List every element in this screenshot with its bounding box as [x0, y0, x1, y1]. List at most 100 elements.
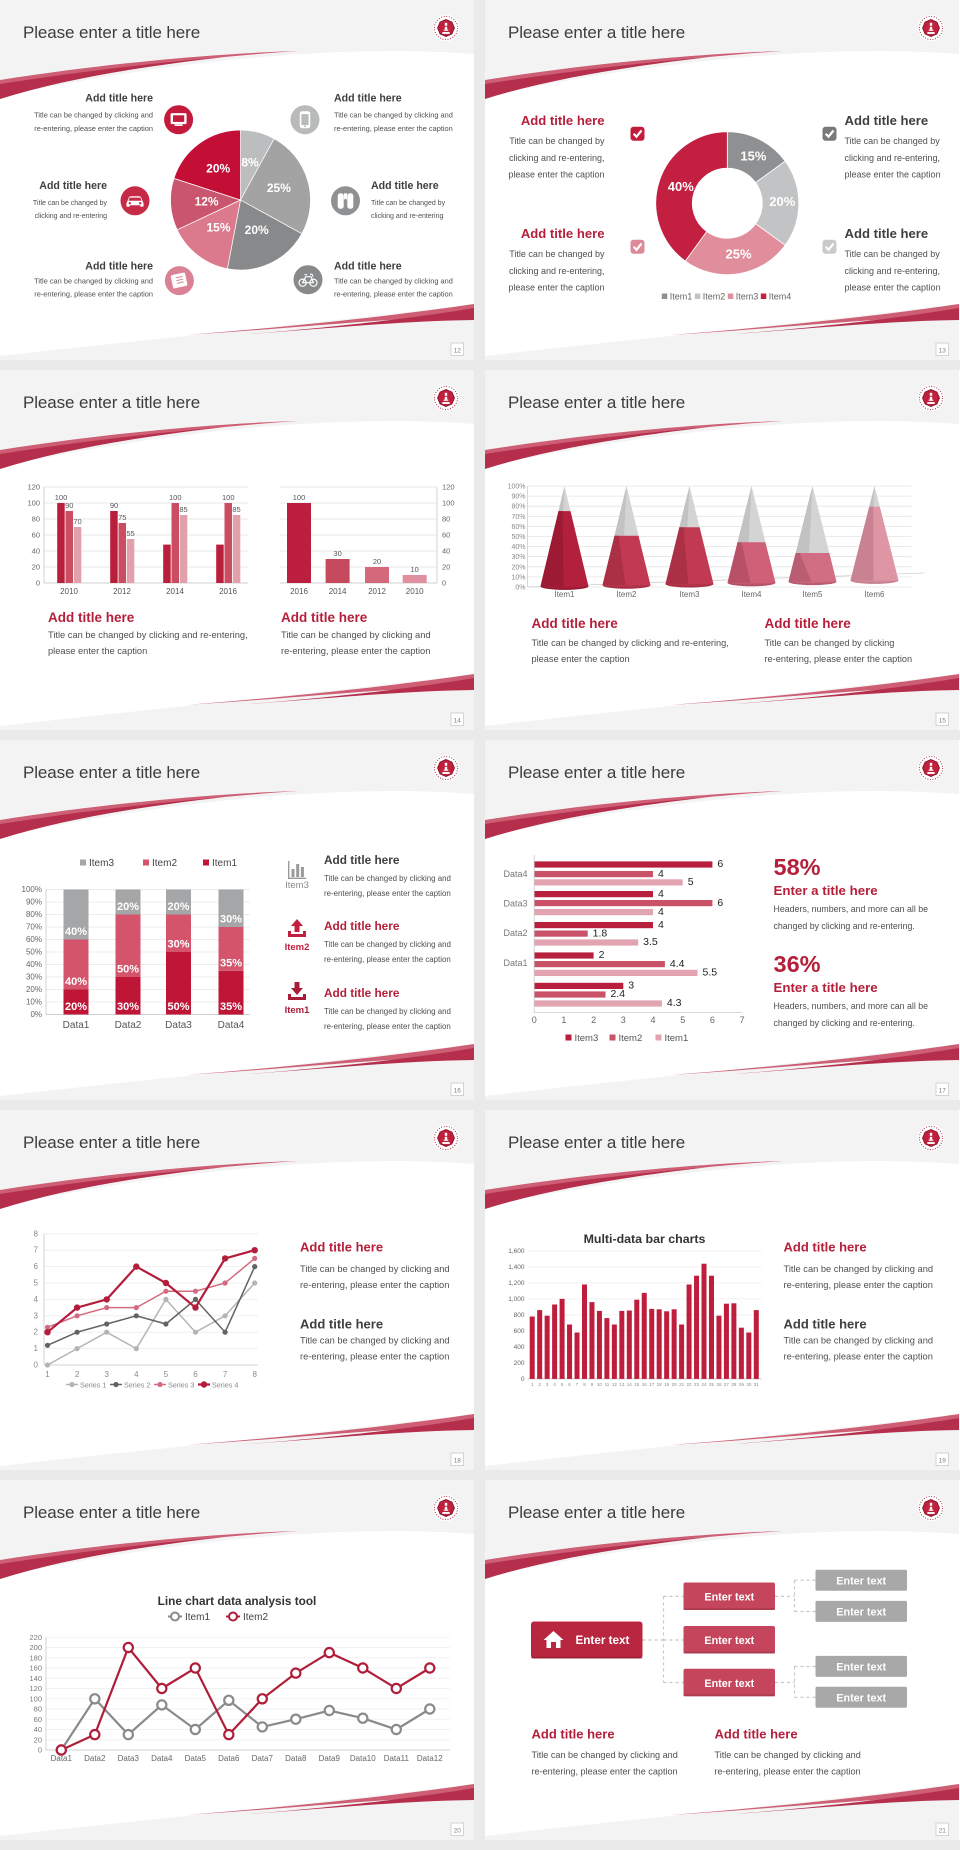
svg-text:Enter a title here: Enter a title here [774, 883, 878, 898]
svg-text:120: 120 [442, 483, 455, 492]
svg-text:re-entering, please enter the: re-entering, please enter the caption [784, 1352, 933, 1362]
svg-text:Title can be changed by clicki: Title can be changed by clicking and [300, 1336, 450, 1346]
svg-text:Item3: Item3 [89, 858, 114, 869]
svg-text:re-entering, please enter the: re-entering, please enter the caption [532, 1767, 678, 1777]
svg-text:2012: 2012 [368, 587, 386, 596]
svg-text:4: 4 [658, 906, 664, 918]
svg-text:Line chart data analysis tool: Line chart data analysis tool [158, 1594, 317, 1608]
svg-text:6: 6 [34, 1262, 39, 1271]
svg-text:7: 7 [576, 1382, 579, 1387]
svg-text:600: 600 [514, 1328, 525, 1335]
svg-text:120: 120 [27, 483, 40, 492]
svg-text:4: 4 [650, 1015, 655, 1025]
svg-text:17: 17 [939, 1087, 947, 1094]
svg-text:Item2: Item2 [619, 1033, 643, 1044]
svg-text:2014: 2014 [166, 587, 184, 596]
svg-text:re-entering, please enter the: re-entering, please enter the caption [34, 124, 153, 133]
svg-text:180: 180 [29, 1653, 42, 1662]
svg-text:Data3: Data3 [165, 1020, 192, 1031]
svg-text:40%: 40% [26, 960, 42, 969]
svg-text:40: 40 [34, 1725, 42, 1734]
svg-text:3: 3 [34, 1311, 39, 1320]
svg-text:Item5: Item5 [802, 590, 823, 599]
svg-text:Title can be changed by clicki: Title can be changed by clicking and [532, 1750, 678, 1760]
svg-text:Title can be changed by clicki: Title can be changed by clicking and re-… [48, 630, 248, 640]
svg-text:20%: 20% [206, 162, 230, 176]
svg-text:23: 23 [694, 1382, 700, 1387]
svg-text:Please enter a title here: Please enter a title here [508, 763, 685, 782]
svg-text:Add title here: Add title here [281, 610, 368, 625]
svg-text:4: 4 [553, 1382, 556, 1387]
svg-text:15%: 15% [740, 148, 766, 163]
svg-text:30: 30 [746, 1382, 752, 1387]
svg-text:25%: 25% [725, 247, 751, 262]
svg-text:Title can be changed by clicki: Title can be changed by clicking and [324, 1007, 451, 1016]
svg-text:Title can be changed by clicki: Title can be changed by clicking and [715, 1750, 861, 1760]
svg-text:11: 11 [605, 1382, 610, 1387]
svg-text:Title can be changed by clicki: Title can be changed by clicking and re-… [532, 638, 729, 648]
svg-text:re-entering, please enter the: re-entering, please enter the caption [324, 889, 451, 898]
svg-text:1,400: 1,400 [508, 1264, 525, 1271]
svg-text:Please enter a title here: Please enter a title here [23, 23, 200, 42]
svg-text:90: 90 [65, 501, 73, 510]
svg-text:30%: 30% [167, 939, 189, 951]
svg-text:30%: 30% [117, 1001, 139, 1013]
svg-text:Data1: Data1 [63, 1020, 90, 1031]
svg-text:2016: 2016 [290, 587, 308, 596]
svg-text:100: 100 [29, 1694, 42, 1703]
svg-text:200: 200 [29, 1643, 42, 1652]
svg-text:2: 2 [75, 1370, 80, 1379]
svg-text:Add title here: Add title here [39, 180, 107, 192]
svg-text:Item1: Item1 [665, 1033, 689, 1044]
svg-text:80: 80 [442, 515, 450, 524]
svg-text:Add title here: Add title here [532, 1727, 615, 1742]
svg-text:8%: 8% [241, 156, 259, 170]
svg-text:Title can be changed by clicki: Title can be changed by clicking and [300, 1264, 450, 1274]
svg-text:15: 15 [939, 717, 947, 724]
svg-text:Item1: Item1 [212, 858, 237, 869]
svg-text:3.5: 3.5 [643, 936, 658, 948]
svg-text:5: 5 [164, 1370, 169, 1379]
svg-text:2010: 2010 [406, 587, 424, 596]
svg-text:3: 3 [621, 1015, 626, 1025]
svg-text:Item4: Item4 [769, 292, 792, 302]
svg-text:Please enter a title here: Please enter a title here [23, 763, 200, 782]
svg-text:2012: 2012 [113, 587, 131, 596]
svg-text:10: 10 [597, 1382, 603, 1387]
svg-text:Add title here: Add title here [521, 113, 605, 128]
svg-text:60: 60 [442, 531, 450, 540]
svg-text:8: 8 [252, 1370, 257, 1379]
svg-text:28: 28 [731, 1382, 737, 1387]
svg-text:please enter the caption: please enter the caption [508, 169, 604, 179]
svg-text:20: 20 [442, 563, 450, 572]
svg-text:Please enter a title here: Please enter a title here [508, 23, 685, 42]
svg-text:14: 14 [454, 717, 462, 724]
svg-text:0%: 0% [515, 585, 525, 592]
svg-text:50%: 50% [26, 948, 42, 957]
svg-text:please enter the caption: please enter the caption [532, 654, 630, 664]
svg-text:36%: 36% [774, 951, 821, 977]
svg-text:7: 7 [740, 1015, 745, 1025]
svg-text:3: 3 [628, 980, 634, 992]
svg-text:25%: 25% [267, 181, 291, 195]
svg-text:30%: 30% [26, 973, 42, 982]
svg-text:Data6: Data6 [218, 1754, 240, 1763]
svg-text:5: 5 [688, 876, 694, 888]
svg-text:4: 4 [658, 888, 664, 900]
svg-text:Title can be changed by clicki: Title can be changed by clicking and [324, 874, 451, 883]
svg-text:Title can be changed by clicki: Title can be changed by clicking and [324, 940, 451, 949]
svg-text:70%: 70% [511, 514, 525, 521]
svg-text:Data11: Data11 [384, 1754, 410, 1763]
svg-text:1: 1 [34, 1344, 39, 1353]
svg-text:Enter text: Enter text [704, 1635, 754, 1647]
svg-text:21: 21 [939, 1827, 947, 1834]
svg-text:Please enter a title here: Please enter a title here [508, 1503, 685, 1522]
svg-text:Enter text: Enter text [576, 1634, 630, 1647]
svg-text:58%: 58% [774, 854, 821, 880]
svg-text:3: 3 [104, 1370, 109, 1379]
svg-text:Headers, numbers, and more can: Headers, numbers, and more can all be [774, 904, 929, 914]
svg-text:800: 800 [514, 1312, 525, 1319]
svg-text:Data3: Data3 [118, 1754, 140, 1763]
svg-text:Data5: Data5 [185, 1754, 207, 1763]
svg-text:Series 4: Series 4 [212, 1381, 238, 1390]
